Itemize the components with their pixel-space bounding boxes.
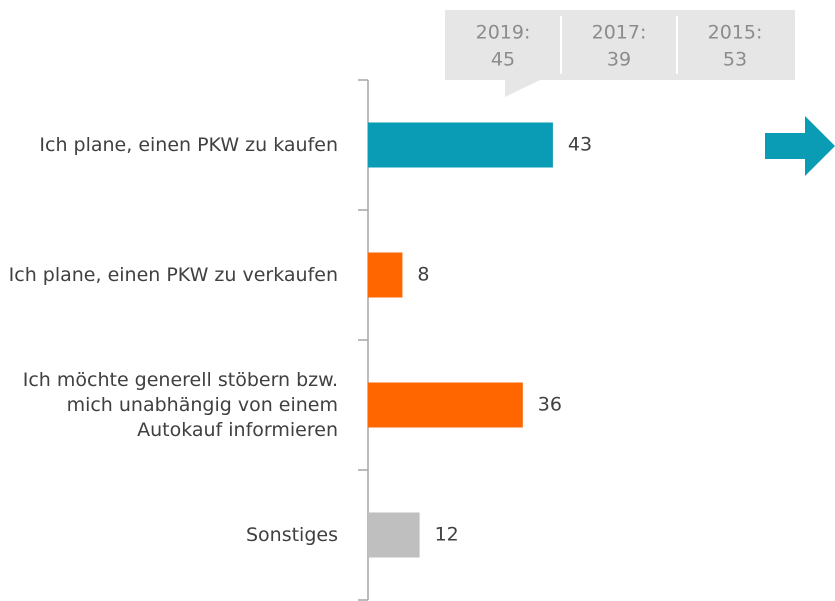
comparison-value: 45 [491,49,515,71]
value-label: 8 [417,264,429,286]
value-label: 43 [568,134,592,156]
comparison-callout [445,10,795,97]
comparison-value: 39 [607,49,631,71]
category-label: Ich plane, einen PKW zu kaufen [39,134,338,156]
arrow [765,116,835,176]
bar [368,252,403,298]
comparison-year: 2019: [476,22,531,44]
value-label: 12 [435,524,459,546]
category-label: Ich möchte generell stöbern bzw. mich una… [23,369,338,441]
category-label: Sonstiges [246,524,338,546]
value-label: 36 [538,394,562,416]
comparison-year: 2017: [592,22,647,44]
bar [368,382,523,428]
comparison-value: 53 [723,49,747,71]
bar [368,512,420,558]
bar [368,122,553,168]
comparison-year: 2015: [708,22,763,44]
category-label: Ich plane, einen PKW zu verkaufen [9,264,338,286]
